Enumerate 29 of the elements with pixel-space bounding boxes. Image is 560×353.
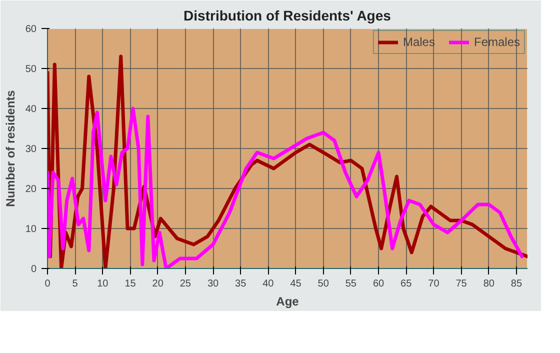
x-tick-label: 75 xyxy=(456,278,468,290)
y-tick-label: 0 xyxy=(30,264,37,275)
y-tick-label: 10 xyxy=(25,224,37,235)
y-tick-label: 60 xyxy=(25,24,37,35)
x-tick-label: 55 xyxy=(345,278,357,290)
x-tick-label: 40 xyxy=(262,278,274,290)
x-axis-title: Age xyxy=(276,294,300,308)
chart-title: Distribution of Residents' Ages xyxy=(184,8,392,24)
x-tick-label: 50 xyxy=(318,278,330,290)
x-tick-label: 70 xyxy=(428,278,440,290)
x-tick-label: 15 xyxy=(124,278,136,290)
x-tick-label: 85 xyxy=(510,278,522,290)
x-tick-label: 10 xyxy=(97,278,109,290)
line-series xyxy=(48,106,524,268)
x-tick-label: 35 xyxy=(235,278,247,290)
y-tick-label: 20 xyxy=(25,184,37,195)
x-tick-label: 0 xyxy=(44,278,51,290)
x-tick-label: 45 xyxy=(290,278,302,290)
y-tick-label: 50 xyxy=(25,64,37,75)
x-tick-label: 65 xyxy=(400,278,412,290)
y-axis-title: Number of residents xyxy=(3,90,18,207)
x-tick-label: 80 xyxy=(483,278,495,290)
y-tick-label: 30 xyxy=(25,144,37,155)
y-tick-label: 40 xyxy=(25,104,37,115)
x-tick-label: 5 xyxy=(72,278,78,290)
x-tick-label: 30 xyxy=(207,278,220,290)
x-tick-label: 20 xyxy=(152,278,164,290)
x-tick-label: 60 xyxy=(372,278,385,290)
x-tick-label: 25 xyxy=(180,278,192,290)
